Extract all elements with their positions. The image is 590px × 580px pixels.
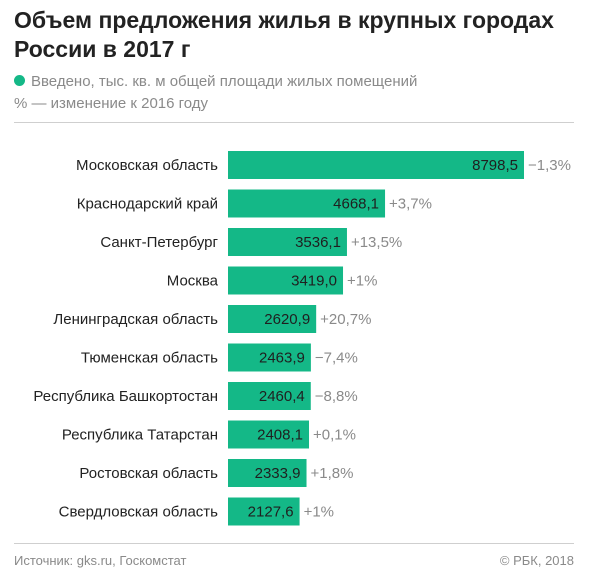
bar [228, 420, 310, 449]
value-label: 3419,0 [291, 273, 337, 290]
bar [228, 151, 524, 179]
value-label: 8798,5 [472, 157, 518, 174]
source-note: Источник: gks.ru, Госкомстат [14, 553, 187, 568]
copyright-note: © РБК, 2018 [499, 553, 574, 568]
category-label: Ростовская область [79, 465, 218, 482]
category-label: Свердловская область [59, 504, 219, 521]
bottom-divider [14, 543, 574, 544]
value-label: 2620,9 [264, 311, 310, 328]
category-label: Ленинградская область [53, 311, 218, 328]
change-label: +1,8% [311, 465, 354, 482]
bar [228, 343, 311, 372]
category-label: Санкт-Петербург [100, 234, 218, 251]
value-label: 2408,1 [257, 427, 303, 444]
value-label: 2463,9 [259, 350, 305, 367]
value-label: 3536,1 [295, 234, 341, 251]
top-divider [14, 122, 574, 123]
bar [228, 228, 347, 256]
category-label: Краснодарский край [77, 196, 218, 213]
category-label: Республика Татарстан [62, 427, 218, 444]
category-label: Московская область [76, 157, 218, 174]
change-label: −8,8% [315, 388, 358, 405]
change-label: +20,7% [320, 311, 371, 328]
change-label: −7,4% [315, 350, 358, 367]
bar [228, 189, 386, 218]
category-label: Республика Башкортостан [33, 388, 218, 405]
change-label: +1% [347, 273, 377, 290]
change-label: −1,3% [528, 157, 571, 174]
value-label: 2333,9 [255, 465, 301, 482]
category-label: Тюменская область [81, 350, 218, 367]
change-label: +0,1% [313, 427, 356, 444]
bar [228, 266, 344, 295]
bar [228, 382, 311, 410]
bar [228, 497, 300, 526]
bar [228, 459, 307, 487]
value-label: 2460,4 [259, 388, 305, 405]
legend-series-label: Введено, тыс. кв. м общей площади жилых … [31, 73, 418, 90]
change-label: +3,7% [389, 196, 432, 213]
change-label: +1% [304, 504, 334, 521]
legend-change-note: % — изменение к 2016 году [14, 95, 209, 112]
value-label: 2127,6 [248, 504, 294, 521]
chart-title: Объем предложения жилья в крупных города… [14, 7, 554, 62]
legend-dot-icon [14, 75, 25, 86]
legend-item: Введено, тыс. кв. м общей площади жилых … [14, 72, 417, 91]
value-label: 4668,1 [333, 196, 379, 213]
change-label: +13,5% [351, 234, 402, 251]
bar [228, 305, 317, 333]
category-label: Москва [167, 273, 219, 290]
